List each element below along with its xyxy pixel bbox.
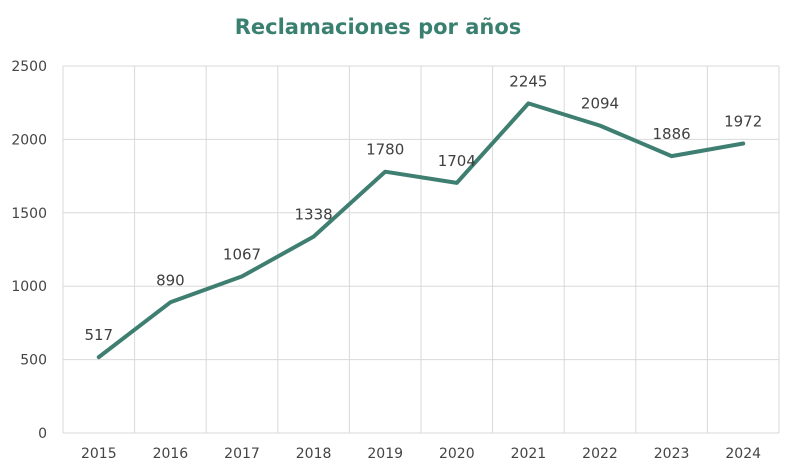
- y-tick-label: 0: [38, 426, 47, 442]
- data-label: 1780: [366, 141, 404, 159]
- data-label: 890: [156, 271, 185, 289]
- x-tick-label: 2024: [725, 446, 761, 462]
- data-label: 1067: [223, 245, 261, 263]
- x-tick-label: 2017: [224, 446, 260, 462]
- grid-lines: [62, 65, 780, 434]
- data-label: 2094: [581, 95, 619, 113]
- x-tick-label: 2016: [153, 446, 189, 462]
- y-tick-label: 2000: [11, 132, 47, 148]
- y-axis-ticks: 0 500 1000 1500 2000 2500: [11, 59, 47, 442]
- series-group: [96, 101, 746, 360]
- series-line: [96, 101, 746, 360]
- data-label: 517: [84, 326, 113, 344]
- y-tick-label: 1000: [11, 279, 47, 295]
- x-tick-label: 2021: [511, 446, 547, 462]
- x-axis-ticks: 2015 2016 2017 2018 2019 2020 2021 2022 2023 2024: [81, 446, 761, 462]
- data-labels: 517 890 1067 1338 1780 1704 2245 2094 1886 1972: [84, 72, 762, 344]
- data-label: 1704: [438, 152, 476, 170]
- data-label: 2245: [509, 72, 547, 90]
- data-label: 1338: [295, 206, 333, 224]
- x-tick-label: 2020: [439, 446, 475, 462]
- x-tick-label: 2018: [296, 446, 332, 462]
- x-tick-label: 2023: [654, 446, 690, 462]
- x-tick-label: 2019: [367, 446, 403, 462]
- data-label: 1886: [653, 125, 691, 143]
- y-tick-label: 2500: [11, 59, 47, 75]
- data-label: 1972: [724, 113, 762, 131]
- y-tick-label: 1500: [11, 206, 47, 222]
- chart-title: Reclamaciones por años: [234, 15, 522, 39]
- x-tick-label: 2022: [582, 446, 618, 462]
- y-tick-label: 500: [20, 353, 47, 369]
- x-tick-label: 2015: [81, 446, 117, 462]
